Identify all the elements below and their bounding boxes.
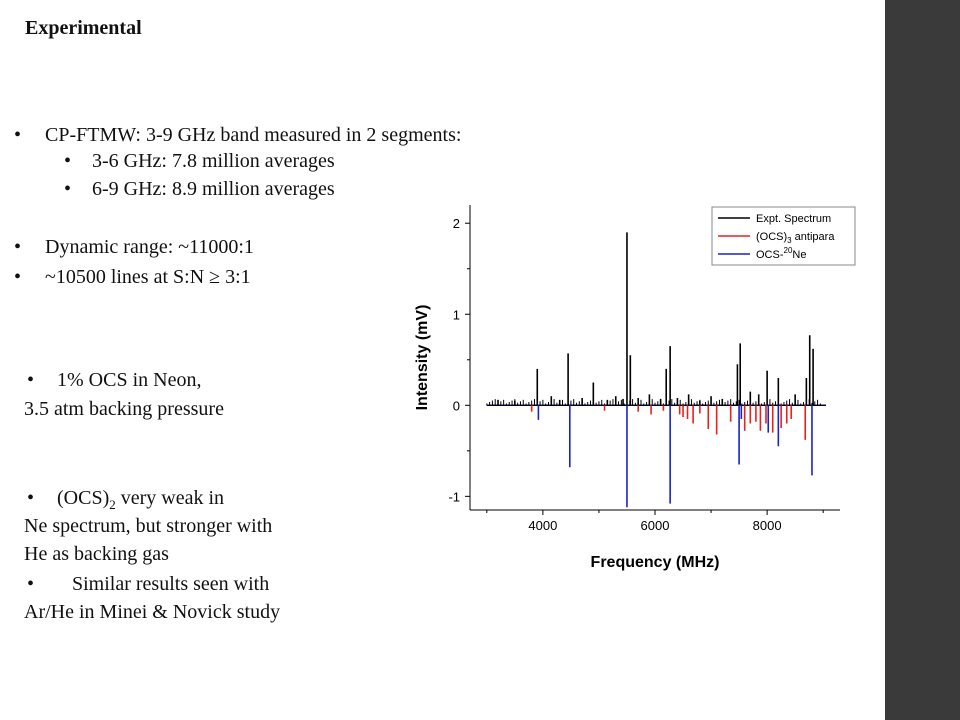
legend-label: Expt. Spectrum (756, 213, 831, 225)
legend-label: OCS-20Ne (756, 246, 806, 261)
bullet-marker: • (64, 178, 72, 200)
sample-line-2: 3.5 atm backing pressure (24, 398, 224, 420)
bullet-segment-3-6: 3-6 GHz: 7.8 million averages (92, 150, 335, 172)
bullet-marker: • (14, 124, 22, 146)
bullet-marker: • (14, 266, 22, 288)
bullet-line-count: ~10500 lines at S:N ≥ 3:1 (45, 266, 251, 288)
similar-line-2: Ar/He in Minei & Novick study (24, 601, 281, 623)
y-tick-label: 0 (453, 398, 460, 413)
bullet-marker: • (27, 487, 35, 509)
right-sidebar-band (885, 0, 960, 720)
y-tick-label: -1 (448, 489, 460, 504)
series-ocs-20ne (537, 405, 813, 508)
dimer-line-2: Ne spectrum, but stronger with (24, 515, 273, 537)
bullet-marker: • (64, 150, 72, 172)
bullet-marker: • (27, 573, 35, 595)
dimer-line-1: (OCS)2 very weak in (57, 484, 224, 519)
sample-line-1: 1% OCS in Neon, (57, 369, 202, 391)
slide-title: Experimental (25, 17, 142, 39)
x-tick-label: 6000 (641, 518, 670, 533)
legend-label-superscript: 20 (784, 246, 793, 255)
legend-label-subscript: 3 (787, 236, 792, 245)
y-tick-label: 1 (453, 307, 460, 322)
dimer-suffix: very weak in (115, 487, 225, 509)
bullet-dynamic-range: Dynamic range: ~11000:1 (45, 236, 254, 258)
dimer-line-3: He as backing gas (24, 543, 169, 565)
x-tick-label: 8000 (753, 518, 782, 533)
dimer-formula: (OCS) (57, 487, 110, 509)
series-expt-spectrum (497, 232, 814, 406)
x-axis-label: Frequency (MHz) (591, 554, 720, 571)
y-axis-label: Intensity (mV) (414, 305, 431, 411)
legend-label: (OCS)3 antipara (756, 231, 835, 245)
dimer-subscript: 2 (109, 497, 116, 512)
series--ocs-3-antipara (530, 405, 807, 440)
similar-line-1: Similar results seen with (72, 573, 270, 595)
legend-label-part: OCS- (756, 249, 784, 261)
x-tick-label: 4000 (528, 518, 557, 533)
bullet-marker: • (27, 369, 35, 391)
bullet-segment-6-9: 6-9 GHz: 8.9 million averages (92, 178, 335, 200)
legend-label-part: Ne (792, 249, 806, 261)
bullet-marker: • (14, 236, 22, 258)
bullet-cp-ftmw: CP-FTMW: 3-9 GHz band measured in 2 segm… (45, 124, 462, 146)
legend-label-part: antipara (792, 231, 836, 243)
spectrum-chart: 4000 6000 8000 -1 0 1 2 Frequency (MHz) Intensit… (414, 205, 856, 571)
legend-label-part: (OCS) (756, 231, 787, 243)
y-tick-label: 2 (453, 216, 460, 231)
